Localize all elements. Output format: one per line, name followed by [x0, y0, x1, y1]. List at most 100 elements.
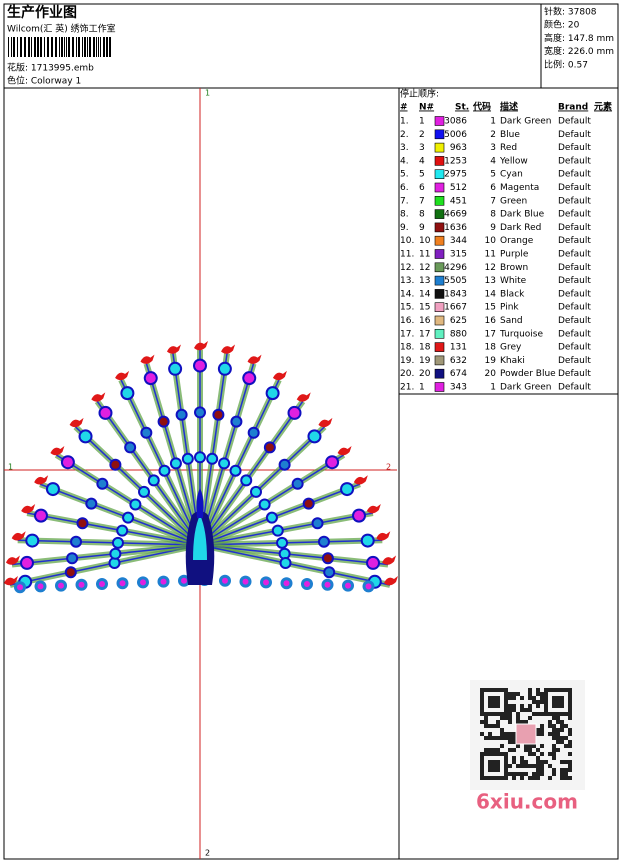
qr-module: [536, 772, 540, 776]
qr-module: [528, 744, 532, 748]
qr-module: [556, 732, 560, 736]
brand: Default: [558, 343, 591, 353]
bar: [64, 37, 65, 57]
qr-module: [492, 768, 496, 772]
qr-module: [568, 716, 572, 720]
eye-spot: [368, 557, 379, 568]
qr-module: [556, 736, 560, 740]
eye-spot: [249, 428, 258, 437]
bar: [103, 37, 105, 57]
qr-module: [560, 688, 564, 692]
needle: 10: [419, 236, 431, 246]
needle: 8: [419, 210, 425, 220]
qr-module: [520, 760, 524, 764]
eye-spot: [362, 535, 373, 546]
feather-shaft: [199, 483, 361, 546]
qr-module: [500, 728, 504, 732]
needle: 7: [419, 196, 425, 206]
bird-tip: [384, 576, 398, 586]
bar: [89, 37, 91, 57]
qr-module: [508, 772, 512, 776]
axis-label: 2: [386, 463, 391, 472]
qr-module: [560, 720, 564, 724]
qr-module: [560, 728, 564, 732]
code: 16: [485, 316, 497, 326]
axis-label: 1: [8, 463, 13, 472]
qr-module: [504, 704, 508, 708]
bar: [72, 37, 74, 57]
swatch: [434, 315, 445, 326]
brand: Default: [558, 383, 591, 393]
eye-spot: [98, 479, 107, 488]
description: Green: [500, 196, 527, 206]
swatch: [434, 342, 445, 352]
seq: 18.: [400, 343, 414, 353]
needle: 17: [419, 329, 430, 339]
qr-module: [560, 700, 564, 704]
needle: 11: [419, 250, 430, 260]
qr-module: [568, 776, 572, 780]
qr-module: [552, 712, 556, 716]
qr-code: [480, 688, 572, 780]
qr-module: [536, 700, 540, 704]
swatch: [434, 142, 445, 153]
qr-module: [500, 776, 504, 780]
eye-spot: [309, 431, 320, 442]
colorway: 色位: Colorway 1: [7, 75, 81, 87]
studio: Wilcom(汇 英) 绣饰工作室: [7, 23, 116, 35]
watermark: 6xiu.com: [476, 790, 578, 814]
seq: 8.: [400, 210, 409, 220]
swatch: [434, 156, 445, 166]
bar: [47, 37, 49, 57]
eye-spot: [149, 476, 158, 485]
qr-module: [508, 716, 512, 720]
bird-tip: [11, 531, 26, 541]
code: 1: [490, 383, 496, 393]
qr-module: [496, 736, 500, 740]
qr-module: [520, 764, 524, 768]
qr-module: [480, 688, 484, 692]
qr-module: [528, 748, 532, 752]
eye-spot: [196, 408, 204, 417]
code: 2: [490, 130, 496, 140]
qr-module: [568, 692, 572, 696]
description: Black: [500, 289, 525, 299]
bird-tip: [296, 392, 311, 402]
bird-tip: [4, 576, 18, 586]
feather-shaft: [17, 539, 201, 546]
bar: [51, 37, 53, 57]
qr-module: [516, 772, 520, 776]
feather-shaft: [145, 363, 201, 546]
bar: [66, 37, 67, 57]
eye-spot: [195, 360, 205, 371]
seq: 20.: [400, 369, 414, 379]
feather-shaft: [199, 363, 255, 546]
bar: [82, 37, 83, 57]
qr-module: [508, 748, 512, 752]
qr-module: [552, 724, 556, 728]
qr-module: [480, 760, 484, 764]
qr-module: [540, 744, 544, 748]
qr-module: [492, 704, 496, 708]
bird-tip: [247, 354, 262, 364]
description: Dark Red: [500, 223, 541, 233]
qr-module: [560, 760, 564, 764]
qr-module: [516, 716, 520, 720]
qr-module: [496, 724, 500, 728]
qr-module: [564, 760, 568, 764]
eye-spot: [293, 479, 302, 488]
bird-tip: [337, 446, 352, 456]
code: 15: [485, 303, 496, 313]
description: Purple: [500, 250, 529, 260]
qr-module: [504, 760, 508, 764]
needle: 13: [419, 276, 430, 286]
qr-module: [500, 736, 504, 740]
qr-module: [504, 764, 508, 768]
eye-spot: [119, 580, 126, 587]
feather-shaft: [56, 454, 201, 546]
qr-module: [504, 772, 508, 776]
qr-module: [536, 732, 540, 736]
qr-module: [516, 692, 520, 696]
qr-module: [508, 696, 512, 700]
